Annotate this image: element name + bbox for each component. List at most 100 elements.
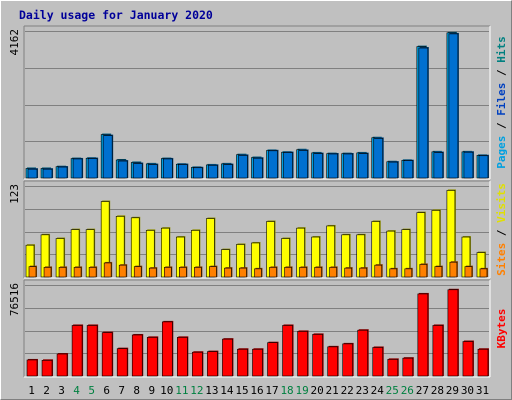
series-axis-label-part: Pages: [495, 136, 508, 169]
bar-files-day-22: [343, 153, 353, 179]
bar-kbytes-day-19: [297, 331, 308, 377]
bar-kbytes-day-15: [237, 348, 248, 377]
x-tick-label: 25: [386, 384, 399, 397]
bar-files-day-24: [373, 138, 384, 179]
series-axis-label-part: /: [495, 63, 508, 83]
x-tick-label: 7: [118, 384, 125, 397]
bar-files-day-14: [223, 164, 233, 179]
bar-files-day-13: [208, 164, 218, 179]
x-tick-label: 9: [148, 384, 155, 397]
bar-files-day-23: [358, 153, 369, 179]
bar-files-day-30: [463, 151, 474, 179]
bar-files-day-25: [388, 161, 399, 179]
x-tick-label: 22: [341, 384, 354, 397]
series-axis-label-part: /: [495, 116, 508, 136]
bar-files-day-16: [253, 157, 263, 179]
series-axis-label-part: Sites: [495, 243, 508, 276]
bar-sites-day-27: [419, 264, 428, 278]
series-axis-label: Sites / Visits: [495, 183, 508, 276]
x-tick-label: 4: [73, 384, 80, 397]
bar-files-day-3: [57, 166, 68, 179]
x-tick-label: 6: [103, 384, 110, 397]
bar-files-day-10: [162, 158, 173, 179]
series-axis-label: KBytes: [495, 309, 508, 349]
bar-sites-day-10: [163, 267, 172, 278]
x-tick-label: 19: [295, 384, 308, 397]
x-tick-label: 14: [220, 384, 234, 397]
bar-kbytes-day-12: [192, 351, 203, 377]
bar-sites-day-15: [239, 267, 247, 278]
series-kbytes: [26, 288, 489, 377]
bar-kbytes-day-10: [161, 321, 173, 377]
chart-panels: 4162 Pages / Files / Hits 123 Sites / Visit…: [8, 25, 508, 378]
bar-sites-day-25: [389, 268, 398, 278]
series-axis-label-part: Visits: [495, 183, 508, 223]
bar-kbytes-day-24: [372, 347, 384, 377]
bar-sites-day-26: [404, 268, 413, 278]
hits-files-pages-panel: 4162 Pages / Files / Hits: [8, 25, 508, 180]
x-tick-label: 12: [190, 384, 203, 397]
series-axis-label: Pages / Files / Hits: [495, 36, 508, 169]
bar-files-day-12: [193, 167, 203, 179]
bar-files-day-27: [418, 47, 429, 179]
x-tick-label: 2: [43, 384, 50, 397]
bar-files-day-29: [448, 33, 459, 179]
x-tick-label: 1: [28, 384, 35, 397]
bar-sites-day-14: [224, 267, 232, 278]
bar-kbytes-day-14: [222, 338, 233, 377]
bar-sites-day-29: [449, 261, 458, 278]
bar-sites-day-30: [464, 266, 473, 278]
bar-kbytes-day-27: [417, 293, 429, 377]
bar-kbytes-day-17: [267, 342, 278, 377]
bar-sites-day-7: [118, 264, 127, 278]
bar-files-day-31: [478, 155, 489, 179]
x-tick-label: 13: [205, 384, 218, 397]
bar-sites-day-1: [28, 266, 37, 278]
bar-kbytes-day-23: [357, 329, 369, 377]
bar-sites-day-22: [344, 267, 352, 278]
bar-sites-day-16: [254, 268, 262, 278]
bar-files-day-4: [72, 158, 83, 179]
bar-kbytes-day-2: [41, 360, 53, 377]
bar-sites-day-11: [179, 267, 187, 278]
bar-files-day-20: [313, 153, 323, 179]
x-tick-label: 31: [476, 384, 489, 397]
bar-kbytes-day-7: [116, 348, 128, 377]
bar-sites-day-13: [209, 266, 217, 278]
x-tick-label: 24: [371, 384, 385, 397]
bar-kbytes-day-25: [387, 359, 399, 377]
x-tick-label: 30: [461, 384, 474, 397]
bar-kbytes-day-29: [447, 289, 459, 377]
bar-sites-day-23: [359, 267, 368, 278]
x-tick-label: 3: [58, 384, 65, 397]
bar-sites-day-24: [374, 264, 383, 278]
bar-kbytes-day-6: [101, 332, 113, 377]
bar-sites-day-2: [43, 267, 52, 278]
bar-kbytes-day-8: [131, 334, 143, 377]
series-axis-label-part: KBytes: [495, 309, 508, 349]
bar-sites-day-3: [58, 267, 67, 278]
visits-sites-panel: 123 Sites / Visits: [8, 180, 508, 279]
kbytes-panel: 76516 KBytes: [8, 279, 508, 378]
bar-kbytes-day-9: [146, 337, 158, 377]
x-tick-label: 16: [250, 384, 263, 397]
x-tick-label: 21: [326, 384, 339, 397]
x-tick-label: 10: [160, 384, 173, 397]
bar-files-day-2: [42, 168, 53, 179]
bar-sites-day-19: [299, 267, 307, 278]
bar-files-day-5: [87, 158, 98, 179]
bar-sites-day-4: [73, 267, 82, 278]
bar-files-day-11: [178, 164, 188, 179]
bar-kbytes-day-3: [56, 353, 68, 377]
bar-sites-day-5: [88, 267, 97, 278]
bar-kbytes-day-31: [477, 348, 489, 377]
bar-kbytes-day-28: [432, 325, 444, 377]
series-axis-label-part: Hits: [495, 36, 508, 63]
bar-sites-day-12: [194, 267, 202, 278]
bar-kbytes-day-11: [177, 337, 188, 377]
bar-sites-day-28: [434, 266, 443, 278]
x-tick-label: 29: [446, 384, 459, 397]
bar-sites-day-6: [103, 262, 112, 278]
